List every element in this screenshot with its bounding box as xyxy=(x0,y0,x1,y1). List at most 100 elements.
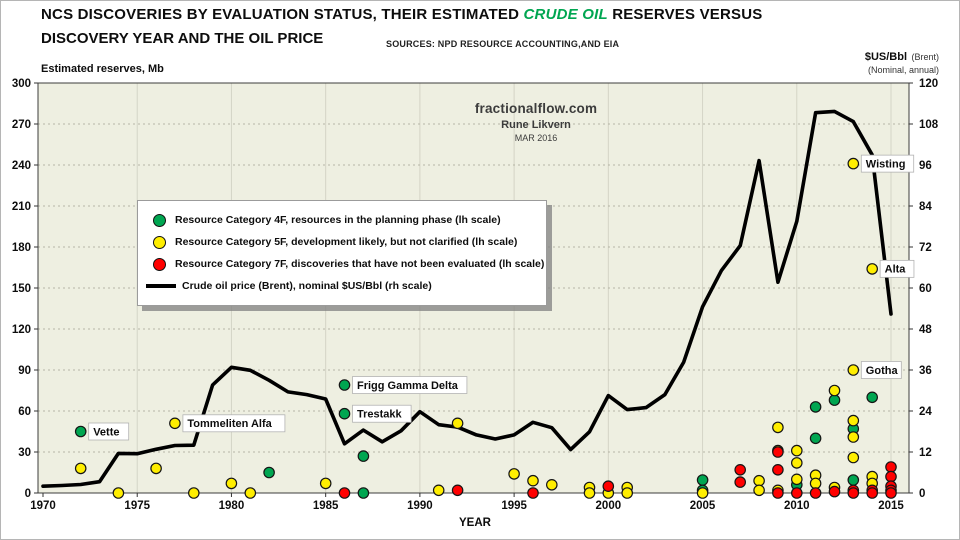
data-point-red xyxy=(338,487,351,499)
right-axis-note: (Brent) xyxy=(911,52,939,62)
data-point-red xyxy=(602,480,615,492)
watermark: fractionalflow.com Rune Likvern MAR 2016 xyxy=(431,101,641,143)
right-axis-tick-label: 120 xyxy=(919,78,938,90)
x-axis-tick-label: 1985 xyxy=(313,500,339,512)
left-axis-tick-label: 60 xyxy=(18,406,31,418)
left-axis-tick-label: 120 xyxy=(12,324,31,336)
left-axis-tick-label: 240 xyxy=(12,160,31,172)
x-axis-tick-label: 1975 xyxy=(124,500,150,512)
right-axis-title: $US/Bbl (Brent) (Nominal, annual) xyxy=(865,49,939,77)
data-point-green xyxy=(338,407,351,420)
data-point-green xyxy=(809,432,822,445)
data-point-green xyxy=(263,466,275,479)
x-axis-tick-label: 2005 xyxy=(690,500,716,512)
data-point-red xyxy=(866,487,878,499)
data-point-yellow xyxy=(621,487,633,499)
right-axis-tick-label: 36 xyxy=(919,365,932,377)
annotation-label: Vette xyxy=(93,426,119,438)
right-axis-tick-label: 84 xyxy=(919,201,932,213)
right-axis-tick-label: 108 xyxy=(919,119,939,131)
data-point-yellow xyxy=(753,484,765,497)
annotation-label: Frigg Gamma Delta xyxy=(357,380,459,392)
title-part1: NCS DISCOVERIES BY EVALUATION STATUS, TH… xyxy=(41,6,524,23)
data-point-yellow xyxy=(847,451,860,464)
data-point-red xyxy=(885,461,897,473)
right-axis-tick-label: 24 xyxy=(919,406,932,418)
data-point-yellow xyxy=(451,417,464,430)
data-point-red xyxy=(847,487,860,499)
watermark-date: MAR 2016 xyxy=(514,133,558,143)
data-point-yellow xyxy=(319,477,332,490)
annotation-label: Gotha xyxy=(866,365,899,377)
x-axis-title: YEAR xyxy=(459,517,491,529)
data-point-green xyxy=(74,425,87,438)
data-point-red xyxy=(772,463,784,476)
x-axis-tick-label: 2000 xyxy=(596,500,622,512)
left-axis-tick-label: 270 xyxy=(12,119,31,131)
data-point-red xyxy=(828,485,841,498)
data-point-yellow xyxy=(847,364,860,376)
legend-item-cat7f: Resource Category 7F, discoveries that h… xyxy=(146,253,544,275)
legend-circle-swatch-red xyxy=(153,257,166,271)
data-point-green xyxy=(357,450,370,462)
data-point-red xyxy=(772,487,784,499)
annotation-box xyxy=(352,376,468,394)
data-point-yellow xyxy=(866,263,878,275)
data-point-yellow xyxy=(772,421,784,434)
x-axis-tick-label: 1980 xyxy=(219,500,245,512)
watermark-author: Rune Likvern xyxy=(501,119,571,131)
data-point-red xyxy=(790,487,803,499)
legend-item-cat4f: Resource Category 4F, resources in the p… xyxy=(146,209,542,231)
legend-item-cat5f: Resource Category 5F, development likely… xyxy=(146,231,542,253)
left-axis-tick-label: 180 xyxy=(12,242,31,254)
right-axis-tick-label: 60 xyxy=(919,283,932,295)
data-point-green xyxy=(338,379,351,391)
data-point-green xyxy=(357,487,370,499)
title-crude-oil-highlight: CRUDE OIL xyxy=(523,6,608,23)
right-axis-unit: $US/Bbl xyxy=(864,51,908,63)
right-axis-tick-label: 48 xyxy=(919,324,932,336)
annotation-box xyxy=(182,414,286,433)
data-point-red xyxy=(734,463,746,476)
data-point-yellow xyxy=(225,477,238,490)
x-axis-tick-label: 1995 xyxy=(501,500,527,512)
data-point-green xyxy=(828,394,841,406)
data-point-yellow xyxy=(432,484,445,497)
x-axis-tick-label: 2015 xyxy=(878,500,904,512)
annotation-label: Trestakk xyxy=(357,409,403,421)
data-point-yellow xyxy=(847,414,860,427)
x-axis-tick-label: 1970 xyxy=(30,500,56,512)
data-point-yellow xyxy=(790,473,803,486)
title-part2: RESERVES VERSUS xyxy=(607,6,763,23)
legend-item-price: Crude oil price (Brent), nominal $US/Bbl… xyxy=(146,275,542,297)
annotation-label: Tommeliten Alfa xyxy=(187,418,272,430)
left-axis-tick-label: 210 xyxy=(12,201,31,213)
annotation-box xyxy=(860,154,915,173)
legend-item-label: Resource Category 5F, development likely… xyxy=(175,236,518,248)
annotation-label: Wisting xyxy=(866,158,906,170)
data-point-yellow xyxy=(244,487,257,499)
data-point-yellow xyxy=(74,462,87,475)
data-point-yellow xyxy=(696,487,709,499)
legend-item-label: Crude oil price (Brent), nominal $US/Bbl… xyxy=(182,280,432,292)
watermark-site: fractionalflow.com xyxy=(474,101,598,116)
data-point-yellow xyxy=(847,157,860,170)
left-axis-tick-label: 0 xyxy=(25,488,31,500)
data-point-green xyxy=(696,474,709,486)
data-point-yellow xyxy=(527,474,539,487)
annotation-box xyxy=(879,259,915,278)
data-point-yellow xyxy=(847,431,860,443)
left-axis-tick-label: 300 xyxy=(12,78,31,90)
data-point-yellow xyxy=(809,477,822,490)
right-axis-tick-label: 72 xyxy=(919,242,932,254)
data-point-red xyxy=(809,487,822,499)
data-point-yellow xyxy=(169,417,181,430)
page-title-line2: DISCOVERY YEAR AND THE OIL PRICE xyxy=(41,30,324,47)
data-point-yellow xyxy=(112,487,125,499)
legend-circle-swatch-green xyxy=(153,213,166,227)
data-point-yellow xyxy=(150,462,162,475)
left-axis-tick-label: 90 xyxy=(18,365,31,377)
left-axis-tick-label: 150 xyxy=(12,283,31,295)
left-axis-title: Estimated reserves, Mb xyxy=(41,63,164,75)
